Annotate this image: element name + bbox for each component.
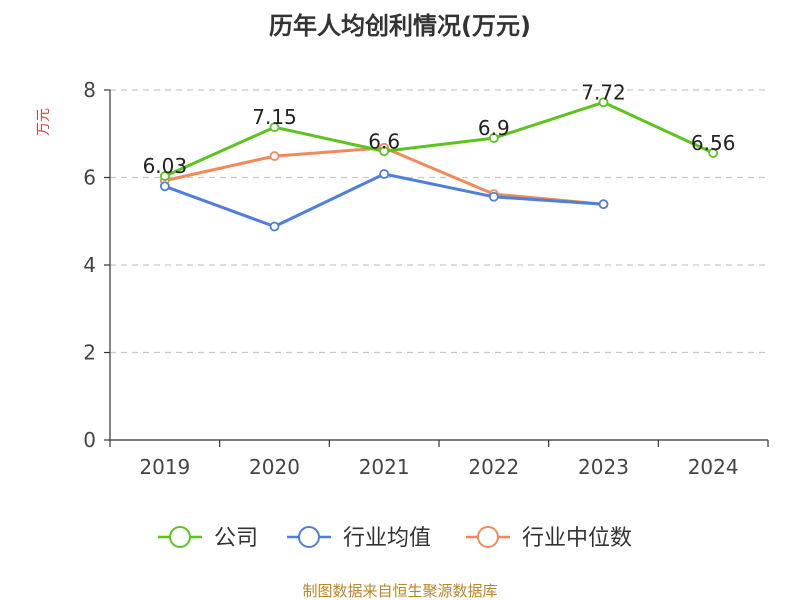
data-point bbox=[598, 199, 609, 210]
grid bbox=[110, 89, 768, 354]
axes: 0 2 4 6 8 2019 2020 2021 2022 2023 2024 bbox=[83, 78, 769, 479]
data-label: 6.03 bbox=[143, 154, 188, 178]
data-point bbox=[488, 133, 499, 144]
legend: 公司 行业均值 行业中位数 bbox=[158, 526, 632, 551]
y-axis-label: 万元 bbox=[36, 108, 52, 136]
legend-label: 公司 bbox=[214, 526, 258, 551]
data-point bbox=[379, 146, 390, 157]
chart-title: 历年人均创利情况(万元) bbox=[269, 12, 531, 40]
data-label: 6.56 bbox=[691, 131, 736, 155]
data-point bbox=[488, 191, 499, 202]
x-tick-label: 2020 bbox=[249, 455, 300, 479]
data-label: 6.6 bbox=[368, 129, 400, 153]
y-tick-label: 8 bbox=[83, 78, 96, 102]
legend-marker bbox=[298, 526, 320, 548]
data-label: 6.9 bbox=[478, 116, 510, 140]
data-point bbox=[379, 169, 390, 179]
legend-marker bbox=[477, 526, 499, 548]
data-label: 7.72 bbox=[581, 80, 626, 104]
series-line bbox=[164, 100, 714, 178]
y-tick-label: 0 bbox=[83, 428, 96, 452]
y-tick-label: 6 bbox=[83, 166, 96, 190]
data-point bbox=[708, 148, 719, 158]
x-tick-label: 2023 bbox=[578, 455, 629, 479]
series-line bbox=[164, 172, 604, 228]
series bbox=[159, 97, 719, 232]
y-tick-label: 2 bbox=[83, 341, 96, 365]
x-tick-label: 2021 bbox=[359, 455, 410, 479]
data-labels: 6.03 7.15 6.6 6.9 7.72 6.56 bbox=[143, 80, 736, 178]
x-tick-label: 2022 bbox=[468, 455, 519, 479]
data-point bbox=[269, 122, 280, 133]
data-label: 7.15 bbox=[252, 105, 297, 129]
legend-label: 行业中位数 bbox=[522, 526, 632, 551]
data-point bbox=[159, 181, 170, 192]
data-point bbox=[598, 97, 609, 108]
legend-label: 行业均值 bbox=[343, 526, 431, 551]
data-point bbox=[269, 151, 280, 161]
x-tick-label: 2024 bbox=[688, 455, 739, 479]
data-point bbox=[159, 171, 170, 182]
legend-marker bbox=[169, 526, 191, 548]
x-tick-label: 2019 bbox=[139, 455, 190, 479]
y-tick-label: 4 bbox=[83, 253, 96, 277]
source-note: 制图数据来自恒生聚源数据库 bbox=[302, 582, 497, 600]
data-point bbox=[269, 221, 280, 232]
